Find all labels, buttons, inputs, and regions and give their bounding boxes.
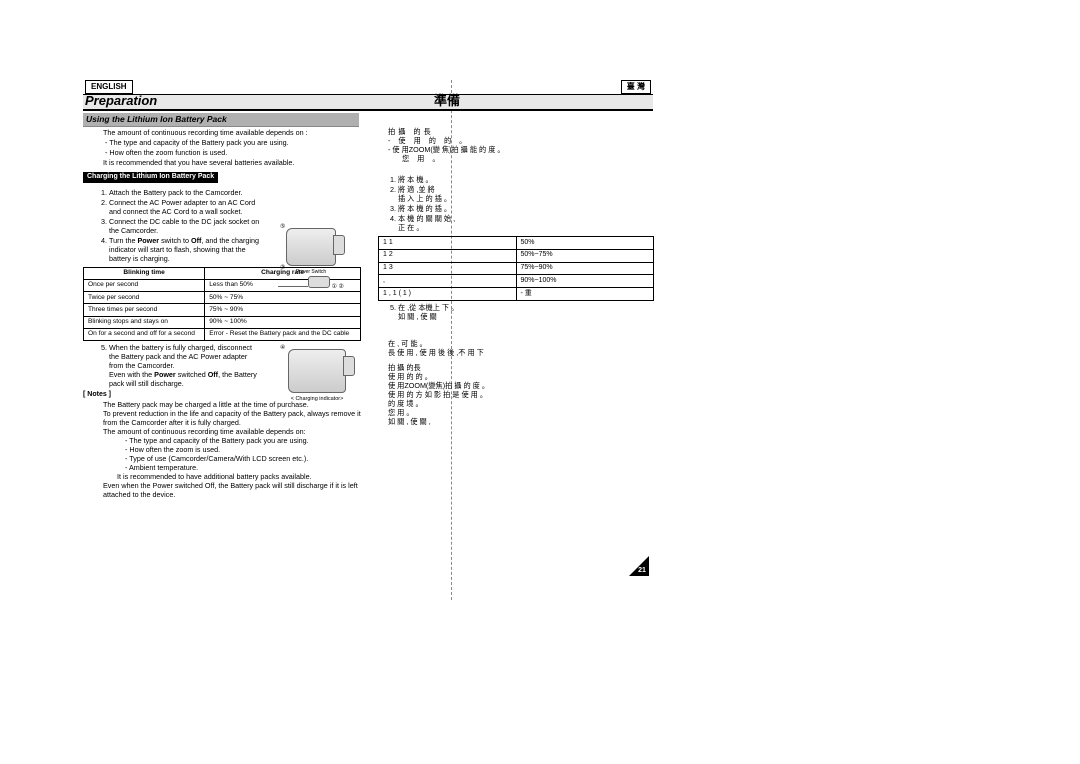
note-sub: The type and capacity of the Battery pac… — [133, 436, 361, 445]
note-item-cn: 在 , 可 能 。 — [388, 339, 654, 348]
table-cell: Error - Reset the Battery pack and the D… — [205, 328, 361, 340]
figure-1: ⑤ ③ Power Switch ① ② — [261, 228, 361, 288]
table-cell: 1 2 — [379, 249, 517, 262]
table-cell: 75% ~ 90% — [205, 304, 361, 316]
note-item-cn: 使 用ZOOM(變焦)拍 攝 的 度 。 — [388, 381, 654, 390]
figure-2: ④ < Charging indicator> — [273, 343, 361, 423]
intro-bullet-cn: 使 用ZOOM(變 焦)拍 攝 能 的 度 。 — [396, 145, 654, 154]
charging-table-cn: 1 150% 1 250%~75% 1 375%~90% ,90%~100% 1… — [378, 236, 654, 301]
table-cell: 90%~100% — [516, 275, 654, 288]
step-item-cn: 在 ,從 本機上 下 。 如 關 , 使 關 — [398, 303, 654, 321]
intro-line: It is recommended that you have several … — [103, 158, 361, 167]
intro-line: The amount of continuous recording time … — [103, 128, 361, 137]
language-tab-taiwan: 臺 灣 — [621, 80, 651, 94]
steps-list-cn: 將 本 機 。 將 適 ,並 將 插 入 上 的 插 。 將 本 機 的 插 。… — [378, 175, 654, 232]
table-cell: 1 3 — [379, 262, 517, 275]
table-cell: Once per second — [84, 279, 205, 291]
table-cell: 1 , 1 ( 1 ) — [379, 288, 517, 301]
step-item-cn: 將 本 機 的 插 。 — [398, 204, 654, 213]
left-column: The amount of continuous recording time … — [83, 127, 361, 499]
step-item-cn: 將 本 機 。 — [398, 175, 654, 184]
table-cell: 90% ~ 100% — [205, 316, 361, 328]
figure-label: Power Switch — [296, 269, 326, 275]
table-cell: Twice per second — [84, 292, 205, 304]
note-item-cn: 拍 攝 的長 — [388, 363, 654, 372]
table-cell: On for a second and off for a second — [84, 328, 205, 340]
table-cell: 1 1 — [379, 237, 517, 250]
charging-heading: Charging the Lithium Ion Battery Pack — [83, 172, 218, 183]
note-sub: How often the zoom is used. — [133, 445, 361, 454]
language-tab-english: ENGLISH — [85, 80, 133, 94]
note-sub: Type of use (Camcorder/Camera/With LCD s… — [133, 454, 361, 463]
page-title-cn: 準備 — [434, 93, 460, 109]
table-cell: Blinking stops and stays on — [84, 316, 205, 328]
step-item-cn: 將 適 ,並 將 插 入 上 的 插 。 — [398, 185, 654, 203]
step-item-cn: 本 機 的 關 關 始 ,正 在 。 — [398, 214, 654, 232]
note-item-cn: 使 用 的 方 如 影 拍 是 使 用 。 — [388, 390, 654, 399]
table-header: Blinking time — [84, 267, 205, 279]
intro-line-cn: 拍攝 的長 — [388, 127, 654, 136]
intro-bullet: The type and capacity of the Battery pac… — [113, 138, 361, 147]
intro-line-cn: 您 用 。 — [402, 154, 654, 163]
page-number: 21 — [638, 567, 646, 574]
table-cell: 75%~90% — [516, 262, 654, 275]
note-sub: Ambient temperature. — [133, 463, 361, 472]
note-item-cn: 使 用 的 的 。 — [388, 372, 654, 381]
step-item: Connect the AC Power adapter to an AC Co… — [109, 198, 361, 216]
note-item-cn: 的 度 境 。 — [388, 399, 654, 408]
table-cell: - 重 — [516, 288, 654, 301]
note-item-cn: 如 關 , 使 關 , — [388, 417, 654, 426]
steps-list-cn: 在 ,從 本機上 下 。 如 關 , 使 關 — [378, 303, 654, 321]
page-title-en: Preparation — [85, 93, 157, 109]
table-cell: , — [379, 275, 517, 288]
intro-bullet: How often the zoom function is used. — [113, 148, 361, 157]
title-bar: Preparation 準備 — [83, 94, 653, 111]
note-sub: It is recommended to have additional bat… — [117, 472, 361, 481]
step-item: Attach the Battery pack to the Camcorder… — [109, 188, 361, 197]
table-cell: 50% ~ 75% — [205, 292, 361, 304]
figure-caption: < Charging indicator> — [291, 396, 344, 402]
note-item: Even when the Power switched Off, the Ba… — [103, 481, 361, 499]
intro-bullet-cn: 使 用 的 的 。 — [396, 136, 654, 145]
page-number-badge: 21 — [629, 556, 649, 576]
note-item-cn: 長 使 用 , 使 用 後 後 ,不 用 下 — [388, 348, 654, 357]
right-column: 拍攝 的長 使 用 的 的 。 使 用ZOOM(變 焦)拍 攝 能 的 度 。 … — [378, 127, 654, 426]
section-subtitle: Using the Lithium Ion Battery Pack — [83, 113, 359, 127]
note-item: The amount of continuous recording time … — [103, 427, 361, 436]
table-cell: 50% — [516, 237, 654, 250]
table-cell: 50%~75% — [516, 249, 654, 262]
table-cell: Three times per second — [84, 304, 205, 316]
note-item-cn: 您 用 。 — [388, 408, 654, 417]
